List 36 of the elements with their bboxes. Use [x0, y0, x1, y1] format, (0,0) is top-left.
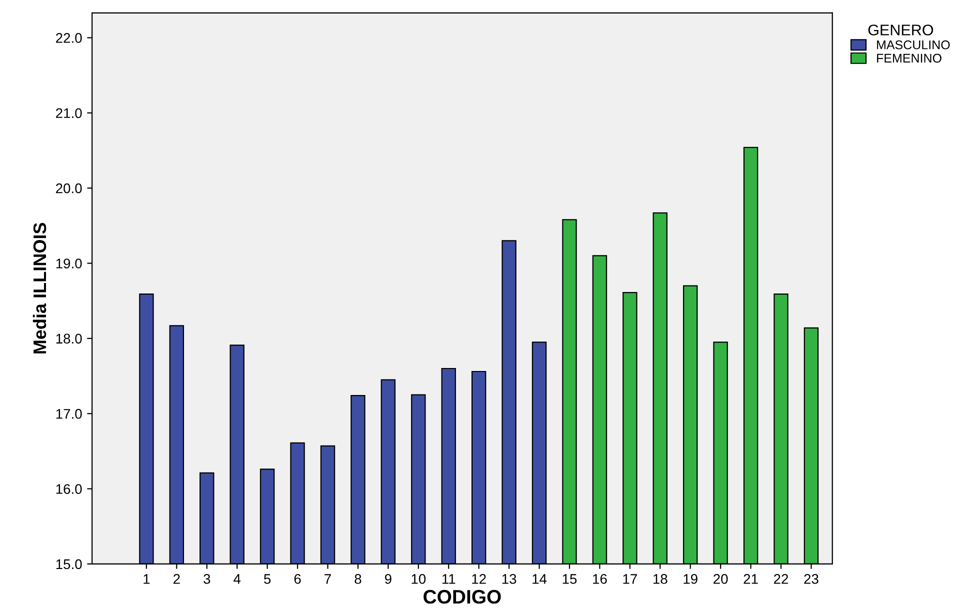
- legend-label: FEMENINO: [877, 54, 942, 63]
- x-tick-label: 7: [324, 574, 331, 584]
- y-axis-title: Media ILLINOIS: [32, 222, 46, 354]
- x-tick-label: 23: [804, 574, 818, 584]
- x-tick-label: 14: [532, 574, 547, 584]
- x-tick-label: 11: [442, 574, 456, 584]
- x-tick-label: 12: [472, 574, 486, 584]
- x-tick-label: 18: [653, 574, 668, 584]
- y-tick-label: 16.0: [56, 484, 82, 494]
- x-tick-label: 13: [502, 574, 516, 584]
- y-tick-label: 20.0: [56, 183, 82, 194]
- x-tick-label: 17: [623, 574, 637, 584]
- y-tick-label: 17.0: [56, 408, 82, 419]
- x-tick-label: 8: [354, 574, 362, 584]
- x-tick-label: 4: [234, 574, 241, 584]
- x-tick-label: 16: [593, 574, 607, 584]
- x-tick-label: 2: [174, 574, 180, 584]
- x-tick-label: 15: [562, 574, 577, 584]
- x-tick-label: 1: [144, 574, 150, 584]
- x-tick-label: 19: [684, 574, 698, 584]
- x-axis-title: CODIGO: [424, 590, 501, 604]
- x-tick-label: 5: [264, 574, 271, 584]
- x-tick-label: 10: [412, 574, 426, 584]
- x-tick-label: 6: [294, 574, 301, 584]
- x-tick-label: 20: [714, 574, 728, 584]
- x-tick-label: 3: [204, 574, 210, 584]
- x-tick-label: 9: [384, 574, 392, 584]
- y-tick-label: 19.0: [56, 258, 82, 268]
- x-tick-label: 21: [744, 574, 758, 584]
- x-tick-label: 22: [774, 574, 788, 584]
- y-tick-label: 18.0: [56, 334, 82, 344]
- y-tick-label: 15.0: [56, 559, 82, 570]
- y-tick-label: 22.0: [56, 33, 82, 43]
- y-tick-label: 21.0: [56, 108, 82, 118]
- legend-title: GENERO: [868, 24, 934, 36]
- legend-label: MASCULINO: [877, 40, 950, 50]
